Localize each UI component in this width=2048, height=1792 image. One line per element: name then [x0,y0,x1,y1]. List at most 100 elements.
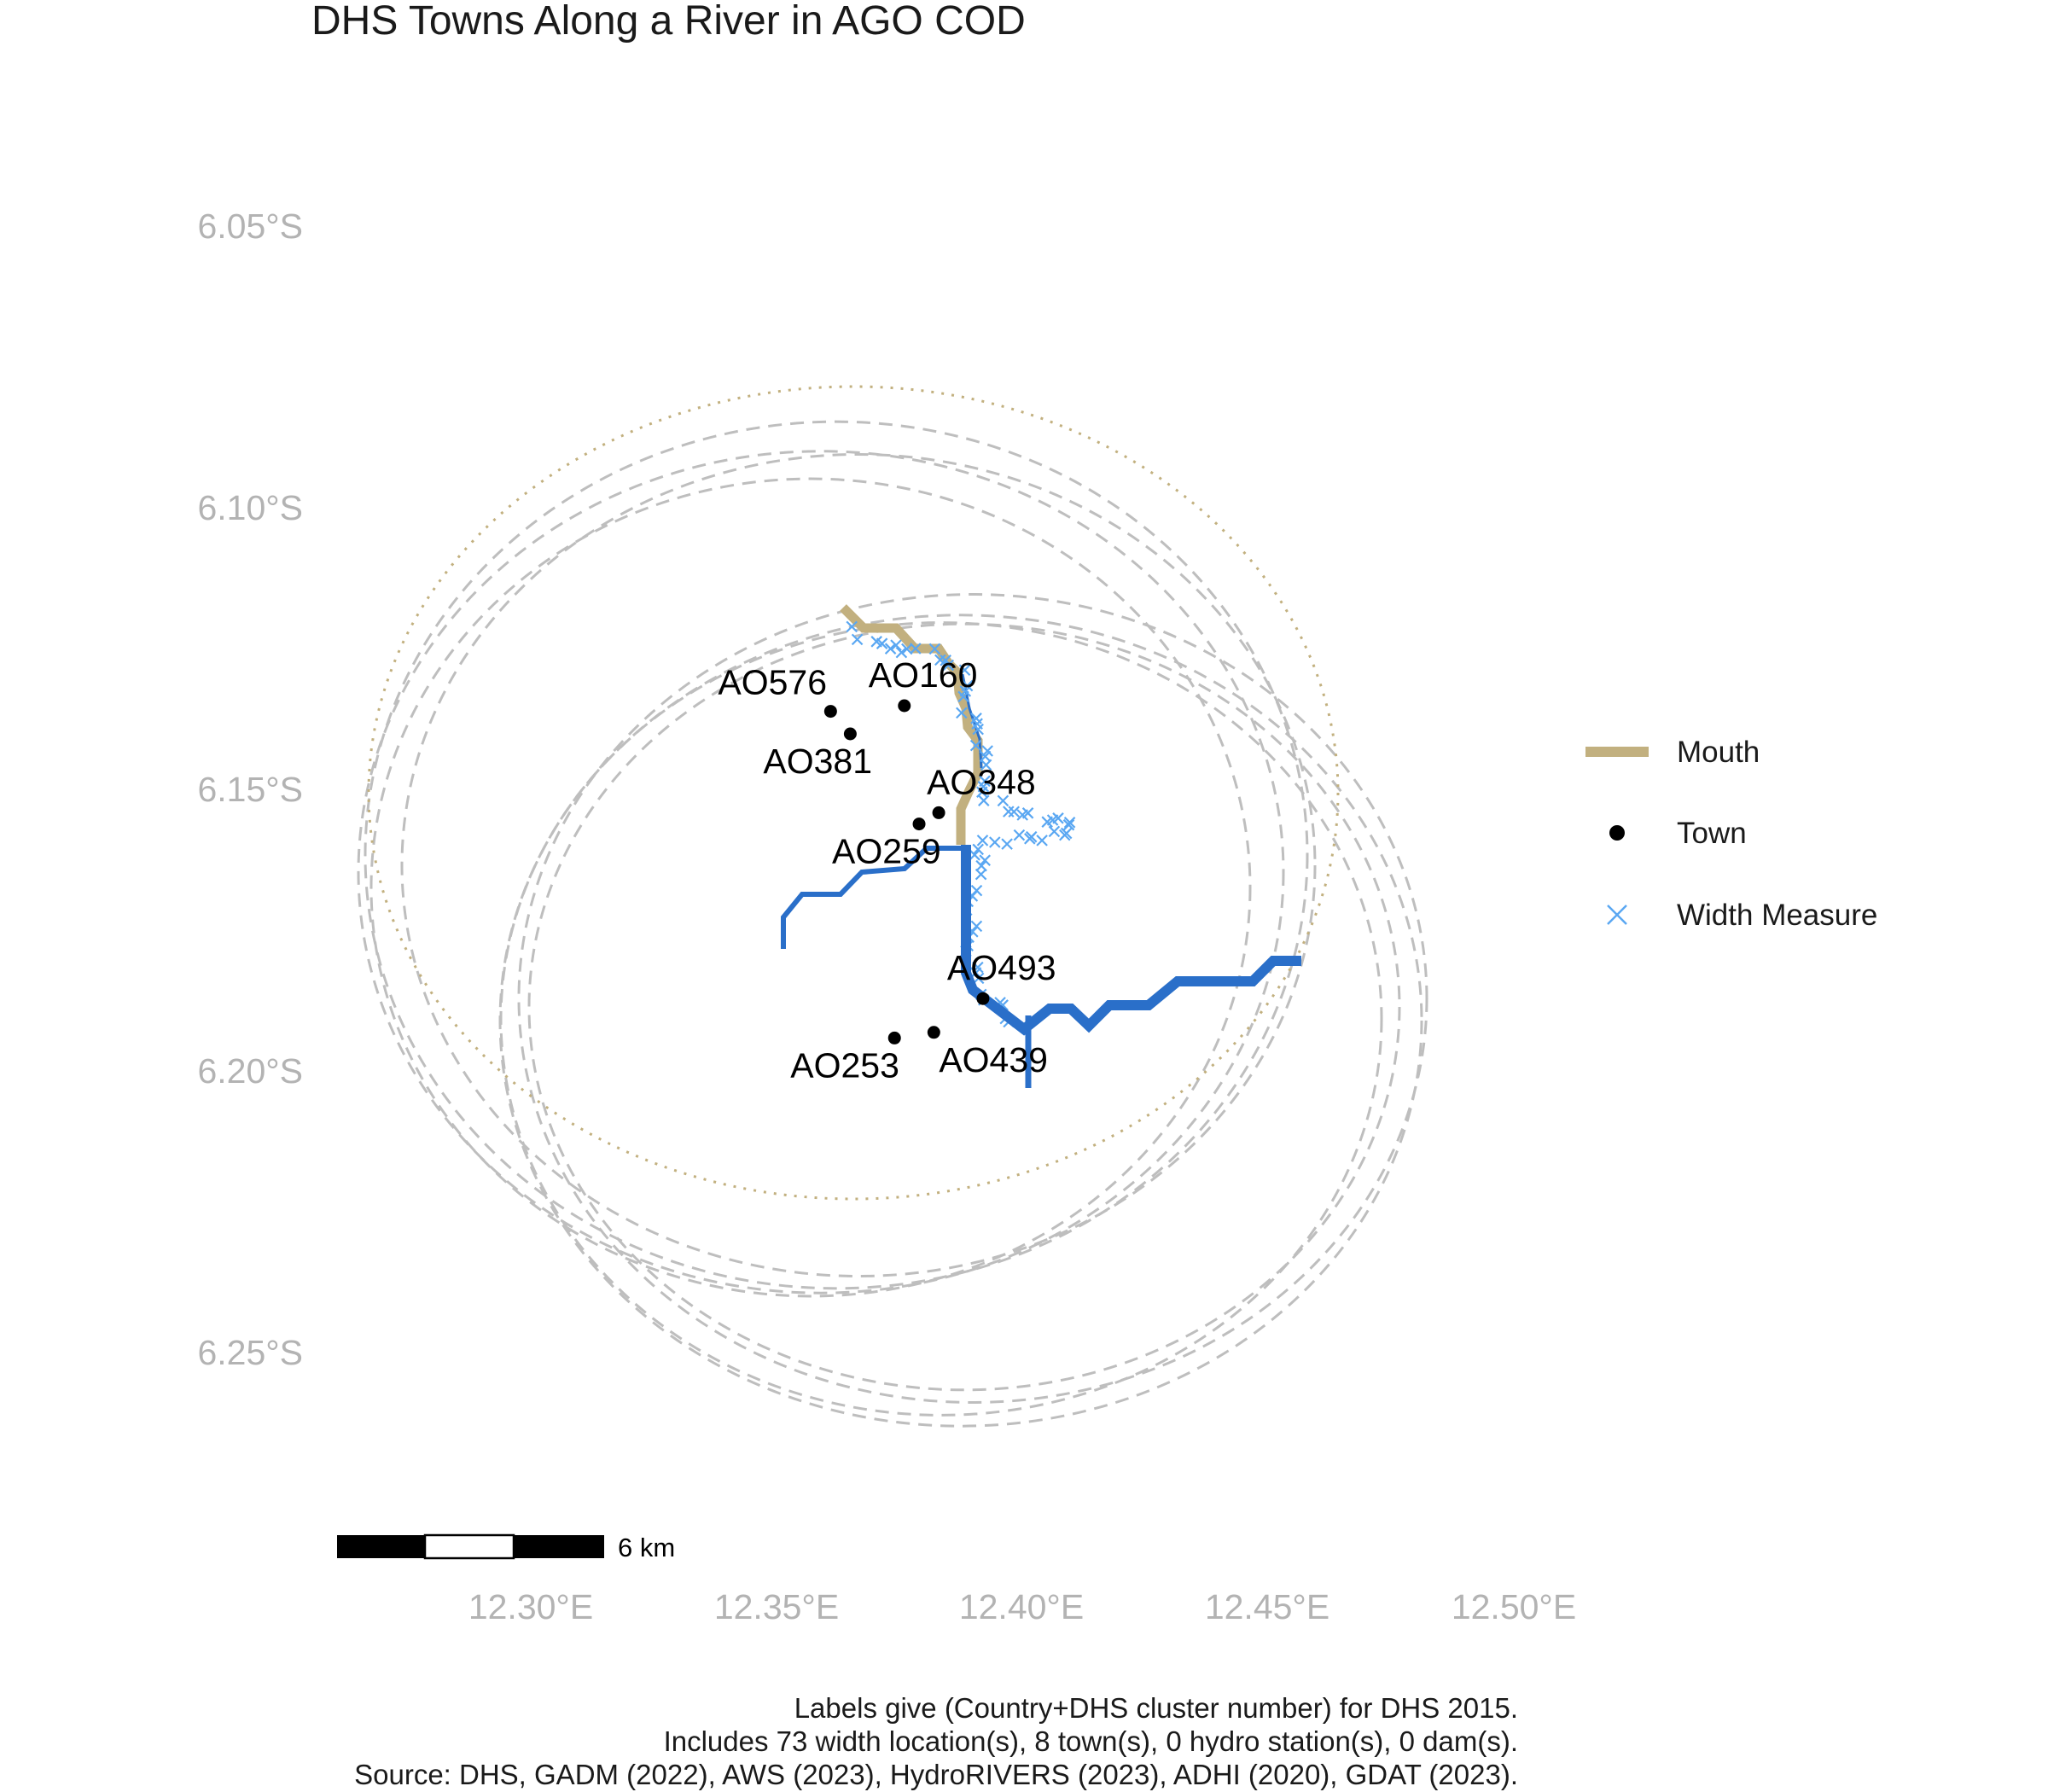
width-mark-stroke [1048,825,1061,838]
width-mark-stroke [1008,806,1020,818]
width-mark-stroke [969,739,982,752]
y-tick-label: 6.05°S [197,207,303,246]
width-measure-mark [956,707,968,719]
town-point [887,1031,901,1044]
town-buffer-circle [517,593,1428,1404]
mouth-river-group [840,604,983,845]
width-mark-stroke [979,854,991,866]
town-point [898,699,911,713]
width-mark-stroke [1025,830,1038,843]
width-mark-stroke [989,836,1001,848]
legend-town-swatch [1609,825,1625,841]
x-tick-label: 12.35°E [714,1587,839,1626]
width-mark-stroke [957,690,969,703]
width-mark-stroke [884,643,897,655]
width-measure-mark [970,920,983,933]
width-measure-mark [979,854,991,866]
width-mark-stroke [934,654,946,666]
width-mark-stroke [1003,806,1015,817]
scale-segment [514,1535,604,1558]
y-axis: 6.05°S 6.10°S 6.15°S 6.20°S 6.25°S [197,207,303,1372]
width-measure-mark [1025,830,1038,843]
width-measure-mark [890,639,902,651]
y-tick-label: 6.20°S [197,1051,303,1091]
x-tick-label: 12.50°E [1452,1587,1576,1626]
river-line [781,846,961,949]
width-mark-stroke [890,639,902,651]
y-tick-label: 6.10°S [197,488,303,527]
width-measure-mark [876,637,888,649]
width-measure-mark [972,843,984,856]
town-point [932,806,945,819]
width-measure-mark [969,849,980,861]
town-label: AO576 [718,663,827,702]
town-buffer-circle [498,614,1423,1428]
width-mark-stroke [846,620,858,633]
width-mark-stroke [870,636,882,648]
width-mark-stroke [1021,807,1034,819]
width-measure-mark [1003,806,1015,817]
width-mark-stroke [928,643,941,655]
scale-label: 6 km [618,1533,675,1562]
width-mark-stroke [970,713,982,724]
town-buffer-circle [369,477,1252,1298]
width-mark-stroke [978,794,990,806]
town-label: AO348 [927,762,1036,801]
mouth-buffer-circle [367,385,1340,1201]
width-measure-mark [997,794,1009,807]
town-point [927,1026,940,1039]
width-mark-stroke [901,643,913,655]
width-mark-stroke [980,759,992,771]
width-measure-mark [910,643,922,655]
width-mark-stroke [958,664,971,677]
town-point [912,817,926,831]
width-measure-mark [969,739,982,752]
width-mark-stroke [976,835,989,847]
width-mark-stroke [971,718,983,730]
x-tick-label: 12.40°E [959,1587,1084,1626]
town-points: AO576 AO160 AO381 AO348 AO259 AO493 AO253 AO439 [718,655,1056,1085]
legend-label-mouth: Mouth [1677,736,1760,769]
width-mark-stroke [1001,838,1013,850]
caption: Labels give (Country+DHS cluster number)… [354,1692,1518,1790]
width-measure-mark [1013,829,1026,841]
width-measure-mark [851,633,864,646]
y-tick-label: 6.25°S [197,1333,303,1372]
x-axis: 12.30°E 12.35°E 12.40°E 12.45°E 12.50°E [468,1587,1576,1626]
width-mark-stroke [1052,812,1064,824]
river-line [961,845,1301,1036]
width-mark-stroke [942,659,955,672]
width-mark-stroke [876,637,888,649]
x-tick-label: 12.30°E [468,1587,593,1626]
width-measure-mark [1008,806,1020,818]
width-mark-stroke [1013,829,1026,841]
legend-label-width-measure: Width Measure [1677,899,1877,932]
width-measure-mark [928,643,941,655]
width-measure-mark [975,868,987,881]
width-mark-stroke [851,633,864,646]
width-mark-stroke [975,859,987,872]
width-mark-stroke [969,849,980,861]
town-buffer-circle [364,420,1309,1290]
scale-segment [423,1533,515,1560]
buffer-circles [357,385,1428,1428]
scale-segment [337,1535,425,1558]
y-tick-label: 6.15°S [197,770,303,809]
town-buffer-circle [357,450,1285,1295]
town-label: AO439 [939,1040,1048,1079]
legend-label-town: Town [1677,817,1747,850]
width-mark-stroke [997,794,1009,807]
width-measure-mark [978,794,990,806]
width-measure-mark [942,659,955,672]
map-title: DHS Towns Along a River in AGO COD [311,0,1026,44]
width-measure-mark [884,643,897,655]
town-label: AO160 [869,655,978,695]
legend: Mouth Town Width Measure [1585,736,1877,932]
width-mark-stroke [975,868,987,881]
town-label: AO253 [790,1045,899,1085]
width-measure-mark [1052,812,1064,824]
width-measure-mark [989,836,1001,848]
x-tick-label: 12.45°E [1205,1587,1329,1626]
width-measure-mark [1021,807,1034,819]
scale-bar: 6 km [337,1533,675,1562]
